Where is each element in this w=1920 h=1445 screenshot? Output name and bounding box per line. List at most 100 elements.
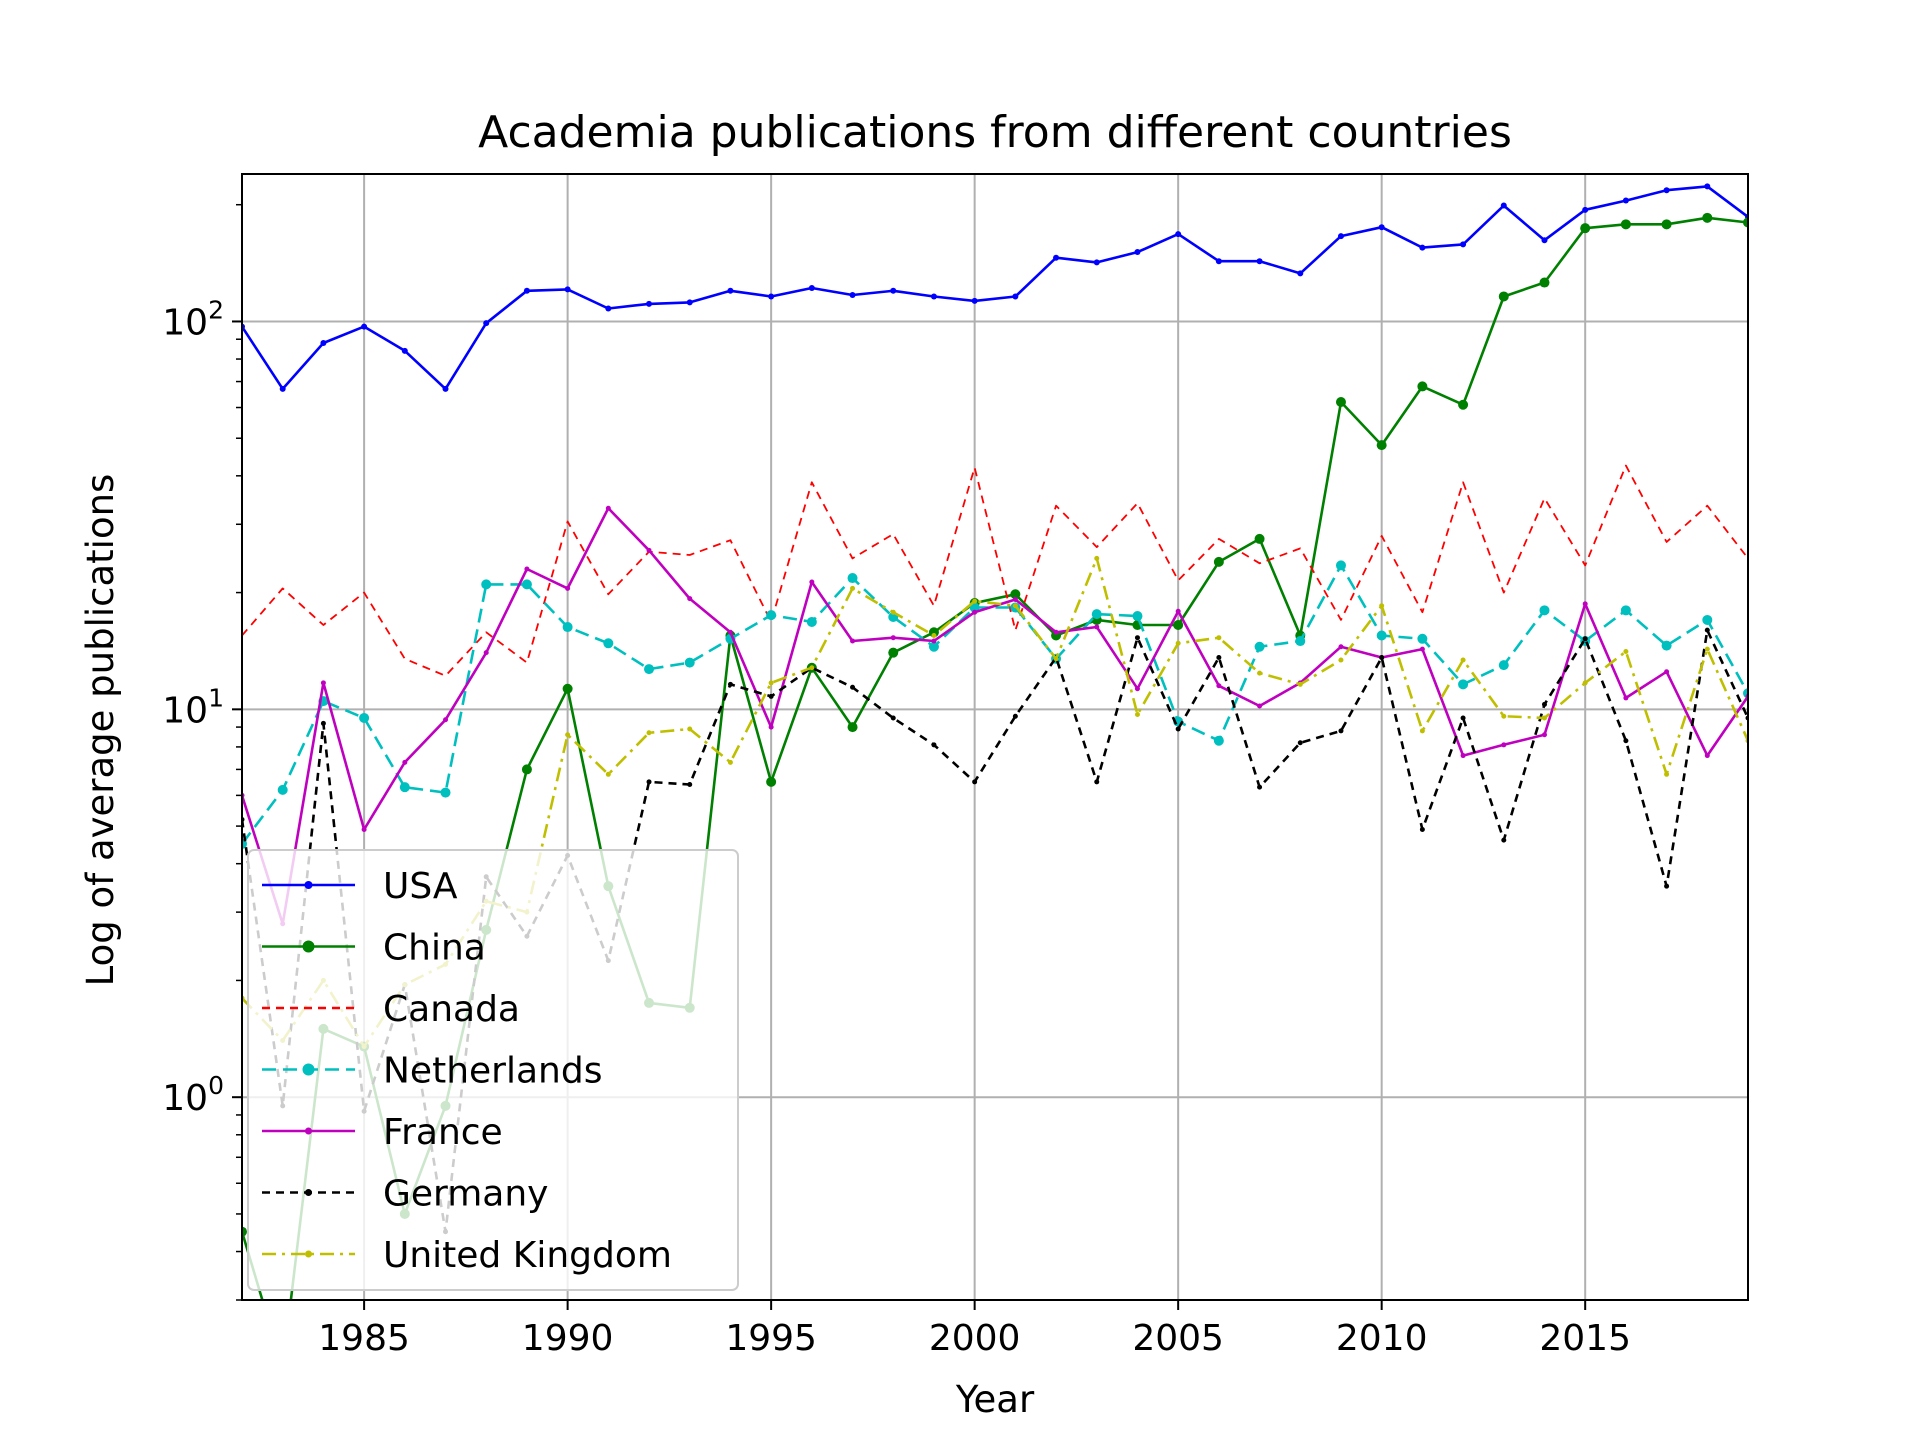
data-point-france xyxy=(320,680,326,686)
chart-title: Academia publications from different cou… xyxy=(478,107,1512,158)
data-point-germany xyxy=(1257,784,1263,790)
data-point-france xyxy=(605,505,611,511)
data-point-usa xyxy=(1053,254,1060,261)
data-point-united-kingdom xyxy=(1582,680,1588,686)
data-point-usa xyxy=(1134,249,1141,256)
legend-marker-france xyxy=(305,1127,312,1135)
data-point-china xyxy=(1498,291,1509,302)
legend-box xyxy=(247,849,739,1291)
data-point-united-kingdom xyxy=(1012,603,1018,609)
data-point-china xyxy=(1173,619,1184,630)
data-point-france xyxy=(809,579,815,585)
data-point-germany xyxy=(1501,837,1507,843)
data-point-france xyxy=(646,547,652,553)
data-point-united-kingdom xyxy=(1379,603,1385,609)
data-point-usa xyxy=(1256,258,1263,265)
data-point-netherlands xyxy=(1620,605,1631,616)
data-point-netherlands xyxy=(399,782,410,793)
data-point-china xyxy=(562,683,573,694)
data-point-germany xyxy=(768,693,774,699)
y-tick-label: 100 xyxy=(162,1071,224,1119)
data-point-germany xyxy=(1582,636,1588,642)
data-point-france xyxy=(727,629,733,635)
data-point-germany xyxy=(1704,627,1710,633)
data-point-united-kingdom xyxy=(1460,657,1466,663)
data-point-netherlands xyxy=(847,573,858,584)
legend-label-usa: USA xyxy=(383,866,458,907)
data-point-united-kingdom xyxy=(1704,646,1710,652)
data-point-china xyxy=(1213,556,1224,567)
data-point-france xyxy=(1012,596,1018,602)
data-point-usa xyxy=(1215,258,1222,265)
data-point-china xyxy=(1620,219,1631,230)
data-point-united-kingdom xyxy=(768,680,774,686)
y-tick-label: 101 xyxy=(162,683,224,731)
data-point-netherlands xyxy=(440,787,451,798)
data-point-france xyxy=(1257,703,1263,709)
data-point-netherlands xyxy=(1702,614,1713,625)
data-point-usa xyxy=(1337,233,1344,240)
data-point-germany xyxy=(727,681,733,687)
data-point-usa xyxy=(768,293,775,300)
data-point-china xyxy=(521,764,532,775)
data-point-germany xyxy=(1012,713,1018,719)
x-axis-label: Year xyxy=(955,1378,1035,1421)
data-point-united-kingdom xyxy=(850,585,856,591)
data-point-united-kingdom xyxy=(646,730,652,736)
data-point-germany xyxy=(1175,726,1181,732)
data-point-united-kingdom xyxy=(1419,728,1425,734)
data-point-usa xyxy=(1704,183,1711,190)
data-point-netherlands xyxy=(928,641,939,652)
data-point-france xyxy=(483,650,489,656)
data-point-united-kingdom xyxy=(1501,713,1507,719)
data-point-netherlands xyxy=(684,657,695,668)
data-point-france xyxy=(1216,683,1222,689)
x-tick-label: 2010 xyxy=(1336,1318,1428,1359)
data-point-netherlands xyxy=(1091,609,1102,620)
data-point-united-kingdom xyxy=(1175,640,1181,646)
x-tick-label: 1985 xyxy=(318,1318,410,1359)
data-point-usa xyxy=(1175,231,1182,238)
data-point-china xyxy=(1661,219,1672,230)
data-point-netherlands xyxy=(562,622,573,633)
data-point-netherlands xyxy=(1661,640,1672,651)
data-point-usa xyxy=(1622,197,1629,204)
legend-marker-china xyxy=(302,940,315,953)
data-point-usa xyxy=(1378,224,1385,231)
data-point-netherlands xyxy=(1335,560,1346,571)
data-point-china xyxy=(766,776,777,787)
data-point-usa xyxy=(442,385,449,392)
data-point-usa xyxy=(1541,237,1548,244)
grid-lines xyxy=(242,174,1748,1300)
data-point-united-kingdom xyxy=(809,665,815,671)
data-point-usa xyxy=(523,287,530,294)
data-point-usa xyxy=(646,300,653,307)
data-point-united-kingdom xyxy=(1053,656,1059,662)
x-tick-label: 2005 xyxy=(1132,1318,1224,1359)
data-point-france xyxy=(1134,686,1140,692)
data-point-usa xyxy=(1012,293,1019,300)
data-point-netherlands xyxy=(766,610,777,621)
data-point-china xyxy=(1539,277,1550,288)
data-point-germany xyxy=(1664,883,1670,889)
data-point-usa xyxy=(1419,244,1426,251)
data-point-united-kingdom xyxy=(1134,711,1140,717)
data-point-usa xyxy=(849,292,856,299)
data-point-france xyxy=(565,585,571,591)
data-point-china xyxy=(1580,223,1591,234)
x-tick-label: 2015 xyxy=(1539,1318,1631,1359)
data-point-germany xyxy=(687,782,693,788)
data-point-france xyxy=(890,635,896,641)
data-point-china xyxy=(1010,589,1021,600)
data-point-france xyxy=(850,638,856,644)
data-point-china xyxy=(1376,440,1387,451)
data-point-germany xyxy=(1460,715,1466,721)
data-point-germany xyxy=(1297,740,1303,746)
data-point-usa xyxy=(320,340,327,347)
data-point-netherlands xyxy=(1498,660,1509,671)
data-point-china xyxy=(1702,212,1713,223)
data-point-netherlands xyxy=(1458,679,1469,690)
data-point-germany xyxy=(1541,701,1547,707)
